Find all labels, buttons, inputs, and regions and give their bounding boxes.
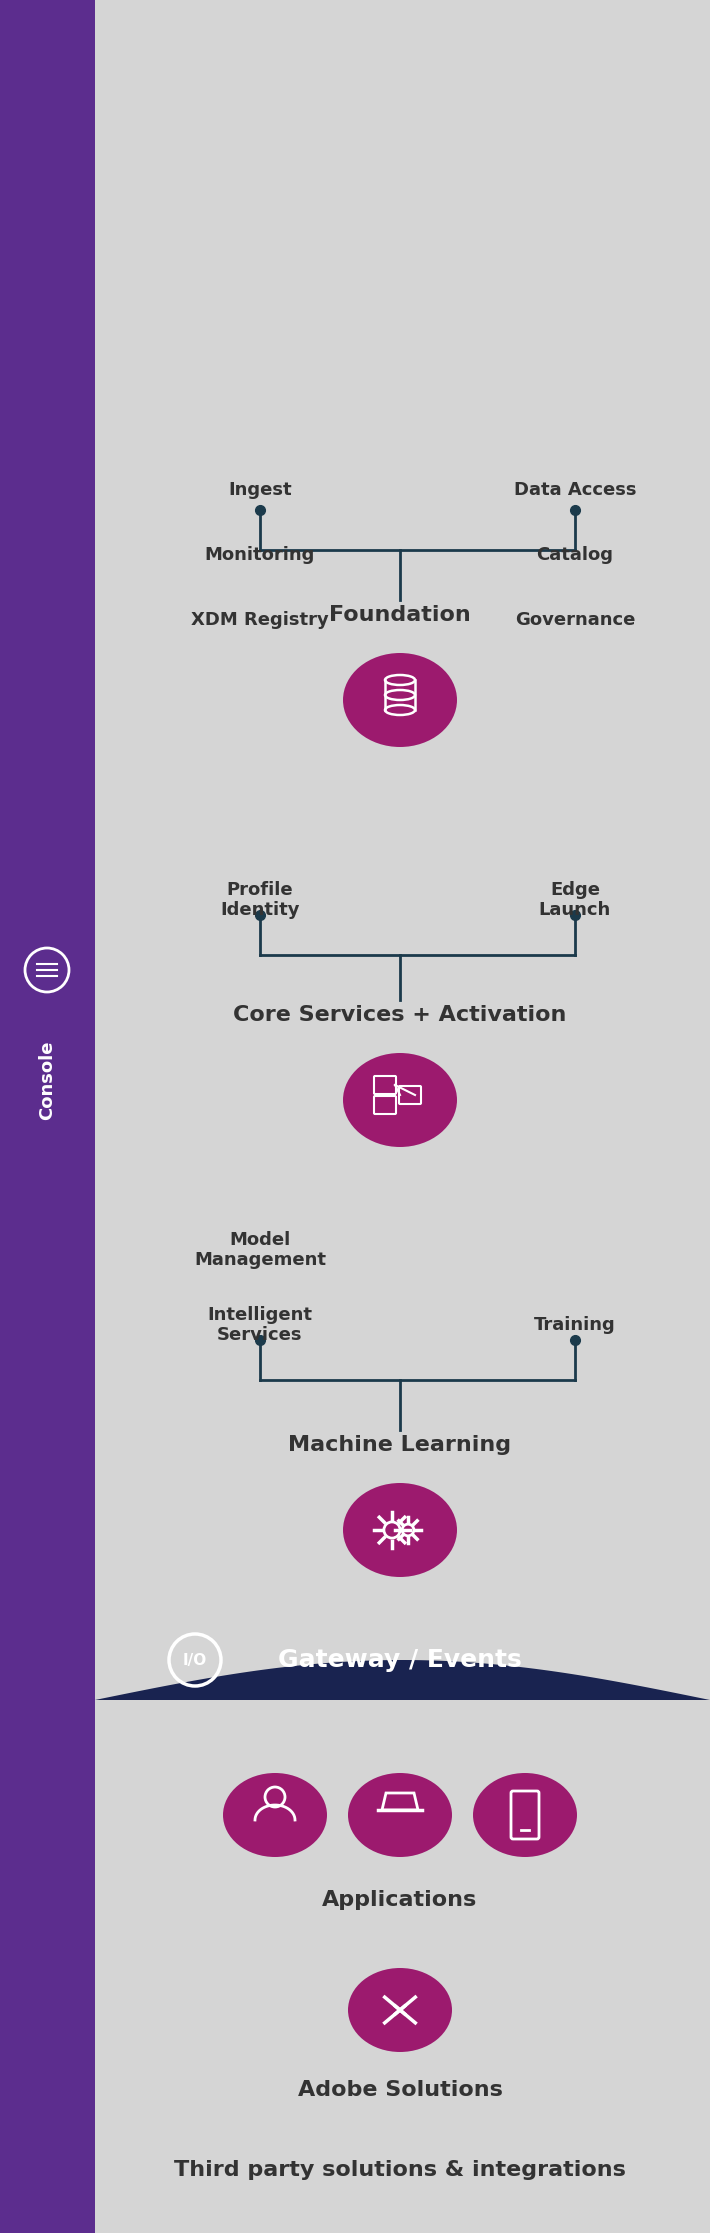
Ellipse shape <box>343 652 457 748</box>
Text: Intelligent
Services: Intelligent Services <box>207 1306 312 1344</box>
Text: Gateway / Events: Gateway / Events <box>278 1648 522 1673</box>
Ellipse shape <box>343 1483 457 1576</box>
Text: Machine Learning: Machine Learning <box>288 1436 512 1456</box>
Text: Catalog: Catalog <box>537 547 613 565</box>
Text: Ingest: Ingest <box>228 480 292 498</box>
Text: Core Services + Activation: Core Services + Activation <box>234 1005 567 1025</box>
Text: Model
Management: Model Management <box>194 1230 326 1268</box>
Text: Foundation: Foundation <box>329 605 471 625</box>
Text: I/O: I/O <box>183 1652 207 1668</box>
FancyBboxPatch shape <box>0 1610 95 1710</box>
Text: Third party solutions & integrations: Third party solutions & integrations <box>174 2159 626 2179</box>
Ellipse shape <box>343 1054 457 1148</box>
Text: Monitoring: Monitoring <box>204 547 315 565</box>
Text: Governance: Governance <box>515 612 635 630</box>
Text: Console: Console <box>38 1041 56 1119</box>
Text: XDM Registry: XDM Registry <box>191 612 329 630</box>
Text: Adobe Solutions: Adobe Solutions <box>297 2079 503 2099</box>
FancyBboxPatch shape <box>0 1619 710 1699</box>
FancyBboxPatch shape <box>0 0 95 2233</box>
Ellipse shape <box>348 1967 452 2052</box>
Text: Applications: Applications <box>322 1889 478 1909</box>
Text: Training: Training <box>534 1315 616 1333</box>
Ellipse shape <box>348 1773 452 1858</box>
Text: Profile
Identity: Profile Identity <box>220 880 300 920</box>
Text: Data Access: Data Access <box>514 480 636 498</box>
Polygon shape <box>95 1619 710 1699</box>
Ellipse shape <box>473 1773 577 1858</box>
Ellipse shape <box>223 1773 327 1858</box>
Text: Edge
Launch: Edge Launch <box>539 880 611 920</box>
